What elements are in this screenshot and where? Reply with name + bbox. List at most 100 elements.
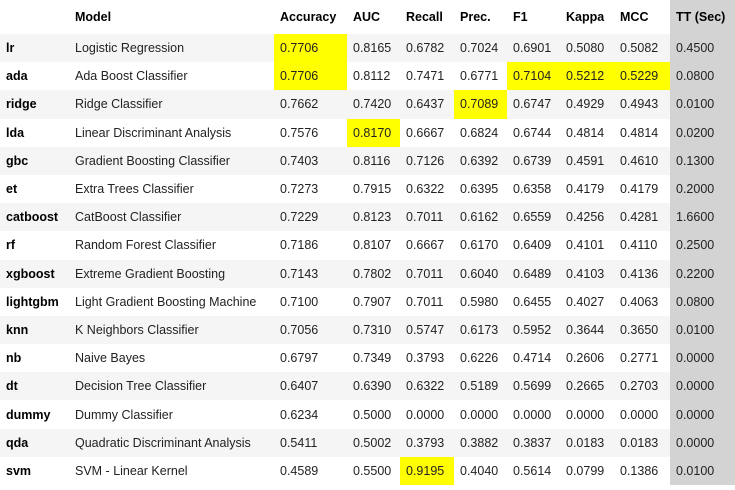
precision-cell: 0.4040	[454, 456, 507, 485]
auc-cell: 0.7349	[347, 344, 400, 373]
recall-cell: 0.6322	[400, 174, 454, 204]
mcc-cell: 0.4110	[614, 231, 670, 260]
tt-sec-cell: 0.1300	[670, 146, 735, 175]
accuracy-cell: 0.5411	[274, 428, 347, 457]
table-row: qda Quadratic Discriminant Analysis 0.5411…	[0, 428, 735, 457]
precision-cell: 0.5980	[454, 287, 507, 316]
recall-cell: 0.7011	[400, 287, 454, 316]
recall-cell: 0.7471	[400, 62, 454, 91]
accuracy-cell: 0.4589	[274, 456, 347, 485]
kappa-cell: 0.0000	[560, 400, 614, 429]
auc-cell: 0.8107	[347, 231, 400, 260]
tt-sec-cell: 1.6600	[670, 203, 735, 232]
f1-cell: 0.3837	[507, 428, 560, 457]
row-index: knn	[0, 315, 69, 345]
mcc-cell: 0.5082	[614, 34, 670, 63]
precision-cell: 0.3882	[454, 428, 507, 457]
precision-cell: 0.6170	[454, 231, 507, 260]
table-row: ridge Ridge Classifier 0.7662 0.7420 0.6437 0…	[0, 90, 735, 119]
row-index: gbc	[0, 146, 69, 175]
precision-cell: 0.5189	[454, 372, 507, 401]
header-model: Model	[75, 10, 112, 24]
f1-cell: 0.6747	[507, 90, 560, 119]
kappa-cell: 0.4103	[560, 259, 614, 288]
precision-cell: 0.6226	[454, 344, 507, 373]
mcc-cell: 0.4814	[614, 118, 670, 147]
precision-cell: 0.6392	[454, 146, 507, 175]
accuracy-cell: 0.7662	[274, 90, 347, 119]
f1-cell: 0.5952	[507, 315, 560, 345]
tt-sec-cell: 0.2200	[670, 259, 735, 288]
f1-cell: 0.6744	[507, 118, 560, 147]
table-row: rf Random Forest Classifier 0.7186 0.8107 0.…	[0, 231, 735, 260]
tt-sec-cell: 0.0100	[670, 456, 735, 485]
kappa-cell: 0.5080	[560, 34, 614, 63]
model-name-cell: Extra Trees Classifier	[69, 174, 274, 204]
model-name-cell: Naive Bayes	[69, 344, 274, 373]
accuracy-cell: 0.6234	[274, 400, 347, 429]
header-row: Model Accuracy AUC Recall Prec. F1 Kappa…	[0, 0, 735, 34]
f1-cell: 0.6901	[507, 34, 560, 63]
table-row: ada Ada Boost Classifier 0.7706 0.8112 0.747…	[0, 62, 735, 91]
accuracy-cell: 0.7100	[274, 287, 347, 316]
accuracy-cell: 0.6797	[274, 344, 347, 373]
precision-cell: 0.6173	[454, 315, 507, 345]
tt-sec-cell: 0.2500	[670, 231, 735, 260]
auc-cell: 0.8165	[347, 34, 400, 63]
kappa-cell: 0.4179	[560, 174, 614, 204]
recall-cell: 0.3793	[400, 428, 454, 457]
f1-cell: 0.7104	[507, 62, 560, 91]
header-index	[0, 0, 69, 34]
tt-sec-cell: 0.0800	[670, 287, 735, 316]
tt-sec-cell: 0.0000	[670, 428, 735, 457]
model-name-cell: Ridge Classifier	[69, 90, 274, 119]
row-index: rf	[0, 231, 69, 260]
recall-cell: 0.6322	[400, 372, 454, 401]
model-name-cell: Random Forest Classifier	[69, 231, 274, 260]
f1-cell: 0.6559	[507, 203, 560, 232]
mcc-cell: 0.1386	[614, 456, 670, 485]
recall-cell: 0.6667	[400, 231, 454, 260]
row-index: svm	[0, 456, 69, 485]
row-index: xgboost	[0, 259, 69, 288]
table-row: dummy Dummy Classifier 0.6234 0.5000 0.0000 0…	[0, 400, 735, 429]
precision-cell: 0.0000	[454, 400, 507, 429]
tt-sec-cell: 0.0200	[670, 118, 735, 147]
row-index: nb	[0, 344, 69, 373]
accuracy-cell: 0.7706	[274, 62, 347, 91]
accuracy-cell: 0.7143	[274, 259, 347, 288]
header-mcc: MCC	[620, 10, 649, 24]
table-row: lr Logistic Regression 0.7706 0.8165 0.6782 0…	[0, 34, 735, 63]
auc-cell: 0.8116	[347, 146, 400, 175]
precision-cell: 0.6395	[454, 174, 507, 204]
row-index: qda	[0, 428, 69, 457]
recall-cell: 0.7011	[400, 259, 454, 288]
recall-cell: 0.6667	[400, 118, 454, 147]
accuracy-cell: 0.6407	[274, 372, 347, 401]
table-row: dt Decision Tree Classifier 0.6407 0.6390 0.…	[0, 372, 735, 401]
recall-cell: 0.7126	[400, 146, 454, 175]
row-index: et	[0, 174, 69, 204]
f1-cell: 0.4714	[507, 344, 560, 373]
mcc-cell: 0.4063	[614, 287, 670, 316]
recall-cell: 0.9195	[400, 456, 454, 485]
header-kappa: Kappa	[566, 10, 605, 24]
auc-cell: 0.5000	[347, 400, 400, 429]
kappa-cell: 0.4256	[560, 203, 614, 232]
model-name-cell: Linear Discriminant Analysis	[69, 118, 274, 147]
mcc-cell: 0.4943	[614, 90, 670, 119]
table-row: xgboost Extreme Gradient Boosting 0.7143 0.…	[0, 259, 735, 288]
model-name-cell: Light Gradient Boosting Machine	[69, 287, 274, 316]
kappa-cell: 0.0183	[560, 428, 614, 457]
auc-cell: 0.7310	[347, 315, 400, 345]
auc-cell: 0.8170	[347, 118, 400, 147]
accuracy-cell: 0.7403	[274, 146, 347, 175]
accuracy-cell: 0.7229	[274, 203, 347, 232]
row-index: dummy	[0, 400, 69, 429]
accuracy-cell: 0.7706	[274, 34, 347, 63]
recall-cell: 0.6782	[400, 34, 454, 63]
f1-cell: 0.5699	[507, 372, 560, 401]
row-index: lightgbm	[0, 287, 69, 316]
auc-cell: 0.7802	[347, 259, 400, 288]
kappa-cell: 0.4027	[560, 287, 614, 316]
